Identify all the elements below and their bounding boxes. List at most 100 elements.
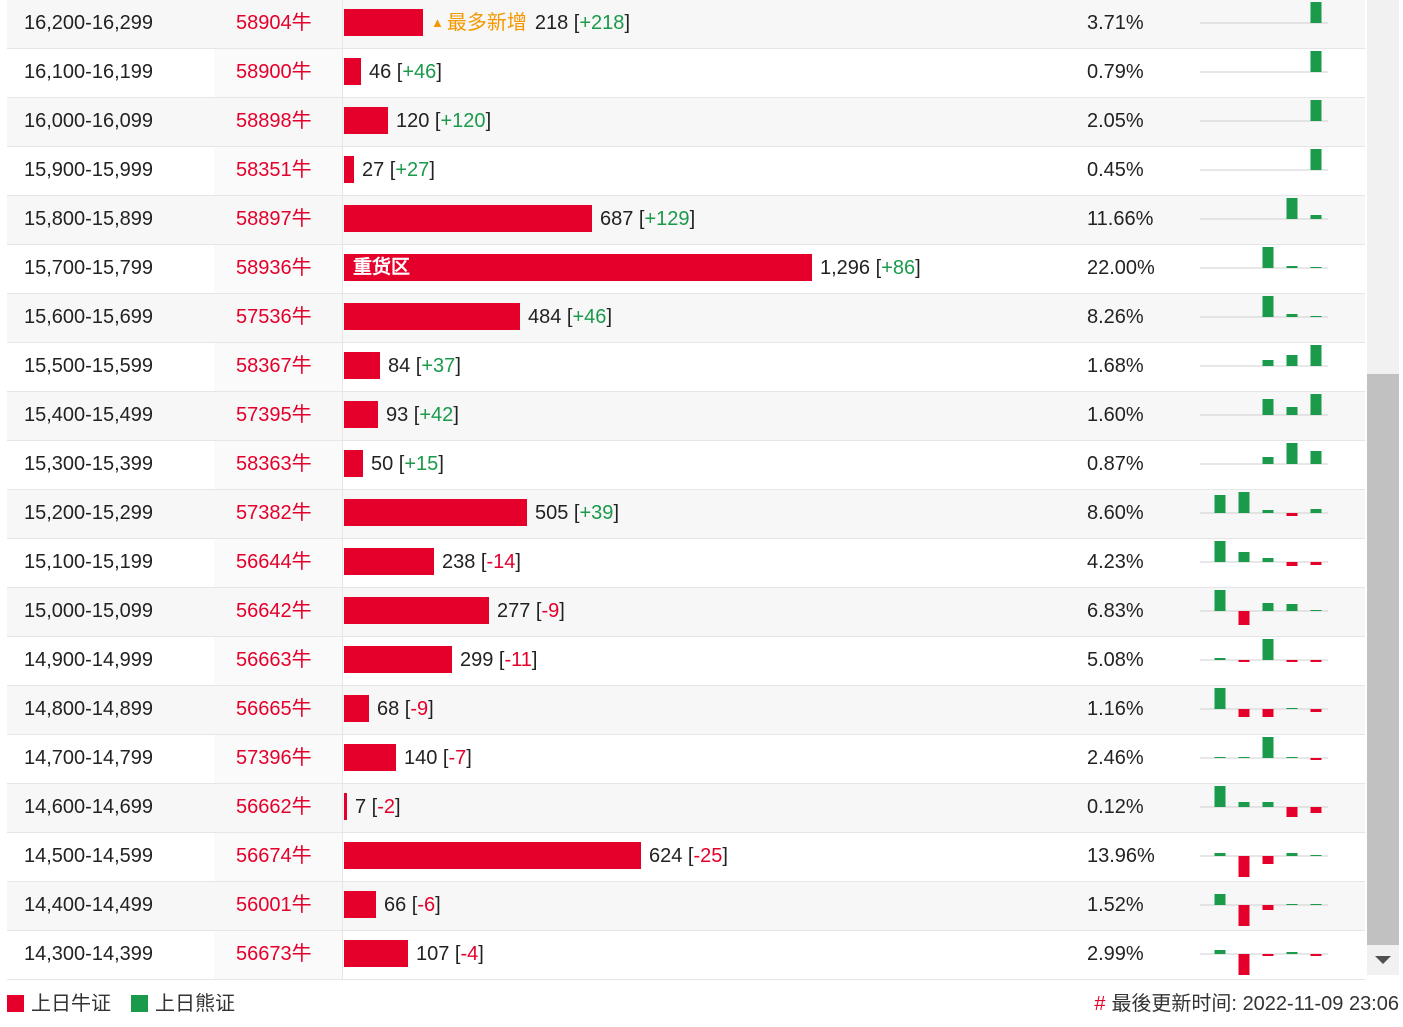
percentage: 8.60% — [1087, 502, 1144, 524]
sparkline-bar — [1286, 355, 1298, 366]
cbbc-code-link[interactable]: 58897牛 — [236, 208, 312, 230]
percentage: 0.79% — [1087, 61, 1144, 83]
sparkline-bar — [1286, 562, 1298, 566]
volume-value: 93 — [386, 404, 409, 426]
volume-value: 505 — [535, 502, 569, 524]
sparkline-bar — [1286, 708, 1298, 709]
table-row[interactable]: 15,200-15,299 57382牛 505 [+39] 8.60% — [7, 490, 1365, 539]
cbbc-code-link[interactable]: 56644牛 — [236, 551, 312, 573]
volume-bar — [344, 303, 520, 330]
cbbc-code-link[interactable]: 58367牛 — [236, 355, 312, 377]
volume-value: 624 — [649, 845, 683, 867]
cbbc-code-link[interactable]: 56673牛 — [236, 943, 312, 965]
sparkline-bar — [1310, 855, 1322, 856]
table-row[interactable]: 14,500-14,599 56674牛 624 [-25] 13.96% — [7, 833, 1365, 882]
cbbc-code-link[interactable]: 57395牛 — [236, 404, 312, 426]
table-row[interactable]: 15,000-15,099 56642牛 277 [-9] 6.83% — [7, 588, 1365, 637]
legend-bull-label: 上日牛证 — [31, 993, 111, 1015]
price-range: 14,400-14,499 — [24, 894, 154, 916]
trend-sparkline — [1200, 590, 1328, 625]
price-range: 14,900-14,999 — [24, 649, 154, 671]
cbbc-code-link[interactable]: 56674牛 — [236, 845, 312, 867]
volume-change: +46 — [572, 306, 607, 328]
volume-text: 1,296 [+86] — [820, 257, 921, 279]
trend-sparkline — [1200, 688, 1328, 717]
sparkline-bar — [1262, 802, 1274, 807]
percentage: 3.71% — [1087, 12, 1144, 34]
cbbc-code-link[interactable]: 58904牛 — [236, 12, 312, 34]
price-range: 15,000-15,099 — [24, 600, 154, 622]
cbbc-code-link[interactable]: 56642牛 — [236, 600, 312, 622]
table-row[interactable]: 15,300-15,399 58363牛 50 [+15] 0.87% — [7, 441, 1365, 490]
cbbc-code-link[interactable]: 58351牛 — [236, 159, 312, 181]
percentage: 5.08% — [1087, 649, 1144, 671]
cbbc-code-link[interactable]: 58363牛 — [236, 453, 312, 475]
volume-text: 93 [+42] — [386, 404, 459, 426]
table-row[interactable]: 14,400-14,499 56001牛 66 [-6] 1.52% — [7, 882, 1365, 931]
trend-sparkline — [1200, 853, 1328, 877]
volume-change: +86 — [881, 257, 916, 279]
sparkline-bar — [1286, 513, 1298, 516]
table-row[interactable]: 16,100-16,199 58900牛 46 [+46] 0.79% — [7, 49, 1365, 98]
table-row[interactable]: 14,700-14,799 57396牛 140 [-7] 2.46% — [7, 735, 1365, 784]
code-cell: 58367牛 — [214, 343, 343, 391]
table-row[interactable]: 14,800-14,899 56665牛 68 [-9] 1.16% — [7, 686, 1365, 735]
volume-change: -9 — [541, 600, 560, 622]
cbbc-code-link[interactable]: 56665牛 — [236, 698, 312, 720]
volume-value: 1,296 — [820, 257, 871, 279]
sparkline-bar — [1310, 345, 1322, 366]
trend-sparkline — [1200, 345, 1328, 367]
trend-sparkline — [1200, 786, 1328, 817]
sparkline-bar — [1310, 562, 1322, 565]
percentage: 1.16% — [1087, 698, 1144, 720]
percentage: 13.96% — [1087, 845, 1155, 867]
table-row[interactable]: 15,900-15,999 58351牛 27 [+27] 0.45% — [7, 147, 1365, 196]
volume-text: 484 [+46] — [528, 306, 612, 328]
legend-bear-label: 上日熊证 — [155, 993, 235, 1015]
percentage: 4.23% — [1087, 551, 1144, 573]
sparkline-bar — [1238, 856, 1250, 877]
cbbc-code-link[interactable]: 57396牛 — [236, 747, 312, 769]
sparkline-bar — [1262, 954, 1274, 956]
volume-change: -9 — [410, 698, 429, 720]
table-row[interactable]: 15,100-15,199 56644牛 238 [-14] 4.23% — [7, 539, 1365, 588]
table-row[interactable]: 16,000-16,099 58898牛 120 [+120] 2.05% — [7, 98, 1365, 147]
sparkline-bar — [1286, 853, 1298, 856]
scrollbar-thumb[interactable] — [1367, 374, 1399, 945]
price-range: 15,600-15,699 — [24, 306, 154, 328]
cbbc-code-link[interactable]: 56662牛 — [236, 796, 312, 818]
table-row[interactable]: 15,500-15,599 58367牛 84 [+37] 1.68% — [7, 343, 1365, 392]
cbbc-code-link[interactable]: 56001牛 — [236, 894, 312, 916]
cbbc-code-link[interactable]: 56663牛 — [236, 649, 312, 671]
scroll-down-arrow-icon[interactable] — [1375, 956, 1391, 964]
table-row[interactable]: 15,800-15,899 58897牛 687 [+129] 11.66% — [7, 196, 1365, 245]
volume-change: -6 — [417, 894, 436, 916]
code-cell: 57395牛 — [214, 392, 343, 440]
sparkline-bar — [1262, 856, 1274, 864]
table-row[interactable]: 14,300-14,399 56673牛 107 [-4] 2.99% — [7, 931, 1365, 980]
table-row[interactable]: 15,600-15,699 57536牛 484 [+46] 8.26% — [7, 294, 1365, 343]
percentage: 1.52% — [1087, 894, 1144, 916]
cbbc-code-link[interactable]: 58898牛 — [236, 110, 312, 132]
percentage: 0.12% — [1087, 796, 1144, 818]
cbbc-code-link[interactable]: 58936牛 — [236, 257, 312, 279]
volume-change: +15 — [404, 453, 439, 475]
up-triangle-icon: ▲ — [431, 15, 444, 30]
price-range: 14,600-14,699 — [24, 796, 154, 818]
sparkline-bar — [1238, 709, 1250, 717]
table-row[interactable]: 14,600-14,699 56662牛 7 [-2] 0.12% — [7, 784, 1365, 833]
legend-bull: 上日牛证 — [7, 991, 111, 1018]
volume-value: 66 — [384, 894, 407, 916]
sparkline-bar — [1262, 510, 1274, 513]
volume-value: 299 — [460, 649, 494, 671]
cbbc-code-link[interactable]: 57536牛 — [236, 306, 312, 328]
cbbc-code-link[interactable]: 57382牛 — [236, 502, 312, 524]
table-row[interactable]: 14,900-14,999 56663牛 299 [-11] 5.08% — [7, 637, 1365, 686]
volume-change: +129 — [644, 208, 690, 230]
sparkline-bar — [1310, 807, 1322, 813]
table-row[interactable]: 16,200-16,299 58904牛 ▲ 最多新增 218 [+218] 3.71% — [7, 0, 1365, 49]
cbbc-code-link[interactable]: 58900牛 — [236, 61, 312, 83]
table-row[interactable]: 15,700-15,799 58936牛 重货区 1,296 [+86] 22.00% — [7, 245, 1365, 294]
trend-sparkline — [1200, 149, 1328, 171]
table-row[interactable]: 15,400-15,499 57395牛 93 [+42] 1.60% — [7, 392, 1365, 441]
